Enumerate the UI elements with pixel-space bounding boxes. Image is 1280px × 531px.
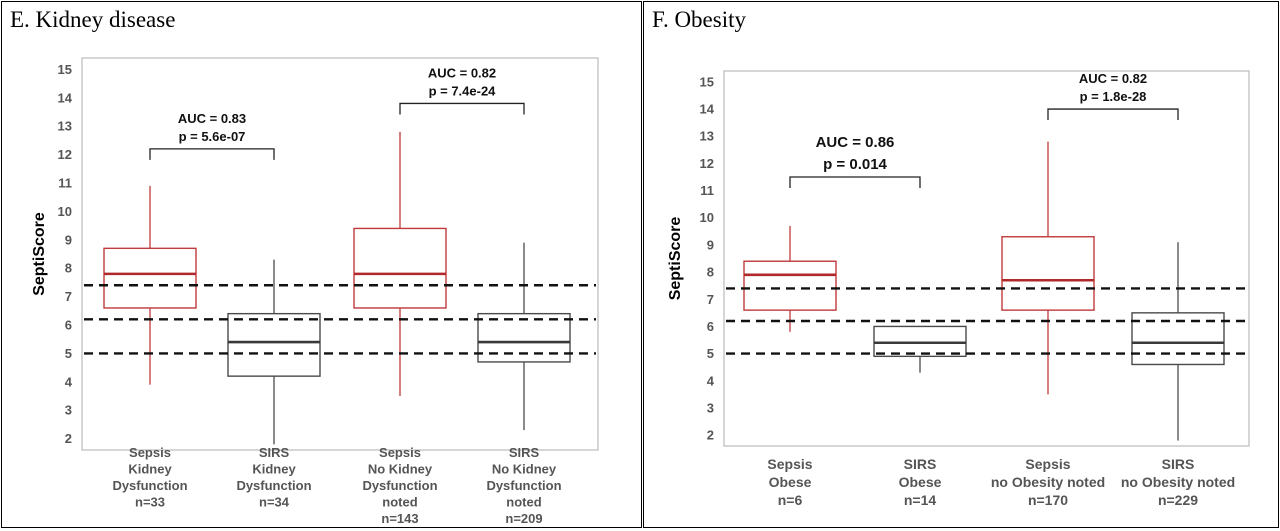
- box-iqr: [227, 312, 321, 377]
- x-category-line: No Kidney: [492, 462, 557, 477]
- x-category-line: SIRS: [904, 456, 937, 472]
- y-tick-label: 13: [700, 129, 714, 144]
- x-category-line: SIRS: [1162, 456, 1195, 472]
- y-tick-label: 5: [65, 346, 72, 361]
- x-category-line: Sepsis: [379, 445, 421, 460]
- box-iqr: [353, 227, 447, 309]
- x-category-label: SIRS no Obesity noted n=229: [1121, 456, 1235, 508]
- panel-title: F. Obesity: [652, 7, 746, 32]
- panel-title: E. Kidney disease: [10, 7, 176, 32]
- p-value-annotation: p = 1.8e-28: [1080, 89, 1147, 104]
- x-category-label: SIRS Obese n=14: [899, 456, 942, 508]
- plot-frame: [81, 57, 599, 451]
- kidney-disease-boxplot: 2 3 4 5 6 7 8 9 10 11 12 13 14 15 SeptiScore AUC = 0.83…: [31, 57, 599, 526]
- auc-annotation: AUC = 0.83: [178, 111, 246, 126]
- p-value-annotation: p = 7.4e-24: [429, 83, 497, 98]
- x-category-line: n=14: [904, 492, 937, 508]
- comparison-bracket: [399, 102, 525, 115]
- box-iqr: [103, 247, 197, 309]
- y-tick-label: 10: [700, 210, 714, 225]
- y-tick-label: 9: [65, 232, 72, 247]
- x-category-label: Sepsis Obese n=6: [767, 456, 812, 508]
- box-iqr: [1001, 236, 1095, 311]
- y-tick-label: 2: [65, 431, 72, 446]
- x-category-line: n=34: [259, 495, 290, 510]
- y-axis-label: SeptiScore: [31, 212, 48, 296]
- x-category-line: Dysfunction: [362, 478, 437, 493]
- y-tick-label: 5: [707, 346, 714, 361]
- x-category-line: SIRS: [259, 445, 290, 460]
- x-category-line: Kidney: [252, 462, 296, 477]
- comparison-bracket: [789, 176, 921, 188]
- x-category-line: n=143: [381, 511, 418, 526]
- y-tick-label: 10: [58, 204, 72, 219]
- y-tick-label: 7: [707, 292, 714, 307]
- y-axis-label: SeptiScore: [667, 217, 684, 301]
- y-tick-label: 2: [707, 428, 714, 443]
- x-category-line: Dysfunction: [236, 478, 311, 493]
- x-category-label: SIRS No Kidney Dysfunction noted n=209: [486, 445, 561, 526]
- p-value-annotation: p = 5.6e-07: [179, 129, 246, 144]
- panel-obesity: F. Obesity 2 3 4 5 6 7 8 9 10 11 12 13 14 15 SeptiScor…: [643, 1, 1279, 528]
- x-category-line: n=6: [778, 492, 803, 508]
- y-tick-label: 6: [707, 319, 714, 334]
- box-iqr: [477, 312, 571, 363]
- y-tick-label: 9: [707, 237, 714, 252]
- y-tick-label: 15: [700, 74, 714, 89]
- y-tick-label: 11: [58, 175, 72, 190]
- auc-annotation: AUC = 0.82: [428, 65, 496, 80]
- y-tick-label: 14: [700, 102, 715, 117]
- x-category-label: Sepsis No Kidney Dysfunction noted n=143: [362, 445, 437, 526]
- x-category-line: no Obesity noted: [1121, 474, 1235, 490]
- x-category-line: n=33: [135, 495, 165, 510]
- x-category-label: Sepsis no Obesity noted n=170: [991, 456, 1105, 508]
- x-category-line: no Obesity noted: [991, 474, 1105, 490]
- panel-kidney-disease: E. Kidney disease 2 3 4 5 6 7 8 9 10 11 12 13 14 15 Se…: [1, 1, 642, 528]
- y-tick-label: 15: [58, 62, 72, 77]
- x-category-line: Obese: [899, 474, 942, 490]
- comparison-bracket: [1047, 108, 1179, 121]
- x-category-line: Kidney: [128, 462, 172, 477]
- obesity-boxplot: 2 3 4 5 6 7 8 9 10 11 12 13 14 15 SeptiScore AUC = 0.86…: [667, 70, 1250, 508]
- x-category-line: Dysfunction: [112, 478, 187, 493]
- x-category-line: n=170: [1028, 492, 1068, 508]
- auc-annotation: AUC = 0.86: [816, 134, 895, 151]
- x-category-line: Dysfunction: [486, 478, 561, 493]
- x-category-line: n=209: [505, 511, 542, 526]
- box-iqr: [873, 325, 967, 358]
- y-tick-label: 3: [707, 400, 714, 415]
- x-category-line: Obese: [769, 474, 812, 490]
- y-tick-label: 12: [58, 147, 72, 162]
- comparison-bracket: [149, 148, 275, 160]
- p-value-annotation: p = 0.014: [823, 156, 887, 173]
- box-iqr: [743, 260, 837, 311]
- x-category-line: Sepsis: [129, 445, 171, 460]
- auc-annotation: AUC = 0.82: [1079, 71, 1147, 86]
- y-tick-label: 14: [58, 90, 73, 105]
- x-category-label: SIRS Kidney Dysfunction n=34: [236, 445, 311, 510]
- y-tick-label: 3: [65, 403, 72, 418]
- y-tick-label: 8: [65, 261, 72, 276]
- y-tick-label: 6: [65, 318, 72, 333]
- x-category-line: noted: [506, 495, 541, 510]
- x-category-line: Sepsis: [767, 456, 812, 472]
- y-tick-label: 4: [65, 374, 73, 389]
- y-tick-label: 7: [65, 289, 72, 304]
- x-category-line: SIRS: [509, 445, 540, 460]
- y-tick-label: 11: [700, 183, 714, 198]
- y-tick-label: 4: [707, 373, 715, 388]
- x-category-line: noted: [382, 495, 417, 510]
- plot-frame: [723, 70, 1250, 447]
- y-tick-label: 8: [707, 265, 714, 280]
- x-category-line: Sepsis: [1025, 456, 1070, 472]
- y-tick-label: 12: [700, 156, 714, 171]
- y-tick-label: 13: [58, 119, 72, 134]
- x-category-line: No Kidney: [368, 462, 433, 477]
- x-category-line: n=229: [1158, 492, 1198, 508]
- x-category-label: Sepsis Kidney Dysfunction n=33: [112, 445, 187, 510]
